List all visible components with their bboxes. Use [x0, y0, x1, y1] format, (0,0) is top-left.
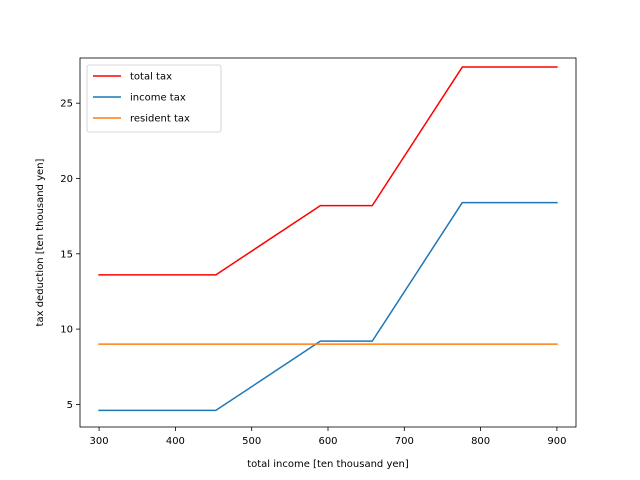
x-tick-label: 400 — [166, 436, 185, 447]
x-tick-label: 600 — [318, 436, 337, 447]
y-axis: 5 10 15 20 25 — [60, 99, 80, 411]
y-tick-label: 5 — [67, 400, 73, 411]
series-line-total-tax — [98, 66, 558, 276]
x-tick-label: 500 — [242, 436, 261, 447]
x-tick-label: 900 — [547, 436, 566, 447]
y-tick-label: 15 — [60, 249, 73, 260]
x-axis-title: total income [ten thousand yen] — [247, 459, 409, 470]
y-tick-label: 10 — [60, 325, 73, 336]
x-tick-label: 300 — [90, 436, 109, 447]
legend-box — [86, 64, 222, 133]
x-tick-label: 800 — [471, 436, 490, 447]
y-tick-label: 20 — [60, 174, 73, 185]
series-layer — [98, 66, 558, 412]
x-tick-label: 700 — [395, 436, 414, 447]
y-axis-title: tax deduction [ten thousand yen] — [35, 158, 46, 326]
x-axis: 300 400 500 600 700 800 900 — [90, 427, 566, 447]
legend: total tax income tax resident tax — [86, 64, 222, 133]
y-tick-label: 25 — [60, 99, 73, 110]
legend-label-resident-tax: resident tax — [130, 114, 190, 125]
series-line-income-tax — [98, 201, 558, 412]
legend-label-total-tax: total tax — [130, 72, 172, 83]
legend-label-income-tax: income tax — [130, 93, 186, 104]
